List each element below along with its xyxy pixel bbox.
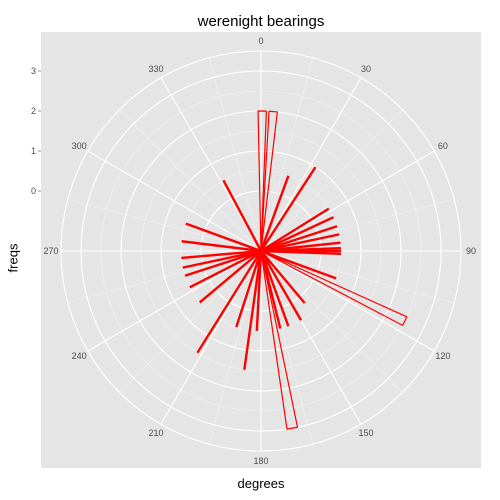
angle-tick-label: 120 xyxy=(435,351,450,361)
angle-tick-label: 30 xyxy=(361,64,371,74)
bar-wedge xyxy=(259,175,290,252)
bar-wedge xyxy=(182,249,262,269)
bar-wedge xyxy=(260,249,337,280)
bar-wedge xyxy=(243,250,263,370)
bar-wedge xyxy=(260,249,341,255)
outer-grid-circle xyxy=(60,50,462,452)
major-grid-circle xyxy=(80,70,442,432)
bar-wedge xyxy=(189,249,262,289)
angle-tick-label: 180 xyxy=(253,456,268,466)
bar-wedge xyxy=(181,249,262,260)
chart-title: werenight bearings xyxy=(197,13,325,30)
angle-tick-label: 240 xyxy=(72,351,87,361)
bar-wedge xyxy=(259,250,303,321)
radial-tick-label: 2 xyxy=(31,106,36,116)
bar-wedge xyxy=(260,110,278,252)
bar-wedge xyxy=(260,250,299,430)
angle-tick-label: 0 xyxy=(258,36,263,46)
bar-wedge xyxy=(235,250,263,328)
bar-wedge xyxy=(222,179,263,252)
bar-wedge xyxy=(260,250,306,304)
bar-wedge xyxy=(181,240,262,253)
angle-tick-label: 270 xyxy=(43,246,58,256)
bar-wedge xyxy=(260,225,338,253)
bar-wedge xyxy=(257,110,267,252)
major-grid-circle xyxy=(160,150,362,352)
bar-wedge xyxy=(260,207,330,253)
bar-wedge xyxy=(259,250,290,327)
radial-tick-label: 1 xyxy=(31,146,36,156)
angle-tick-label: 300 xyxy=(72,141,87,151)
angle-tick-label: 90 xyxy=(466,246,476,256)
bar-wedge xyxy=(260,216,335,253)
angle-tick-label: 210 xyxy=(148,428,163,438)
bar-wedge xyxy=(196,250,263,354)
bar-wedge xyxy=(198,250,262,304)
bar-wedge xyxy=(260,250,408,326)
x-axis-label: degrees xyxy=(237,476,285,491)
bar-wedge xyxy=(184,249,262,277)
bar-wedge xyxy=(259,166,317,252)
bar-wedge xyxy=(185,222,262,253)
angle-tick-label: 150 xyxy=(358,428,373,438)
angle-tick-label: 330 xyxy=(148,64,163,74)
radial-tick-label: 3 xyxy=(31,66,36,76)
angle-tick-label: 60 xyxy=(438,141,448,151)
radial-tick-label: 0 xyxy=(31,186,36,196)
bar-wedge xyxy=(260,233,340,253)
